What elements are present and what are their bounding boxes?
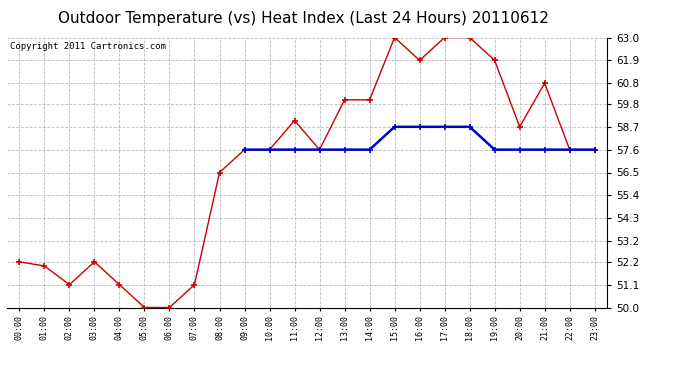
Text: Outdoor Temperature (vs) Heat Index (Last 24 Hours) 20110612: Outdoor Temperature (vs) Heat Index (Las…	[58, 11, 549, 26]
Text: Copyright 2011 Cartronics.com: Copyright 2011 Cartronics.com	[10, 42, 166, 51]
